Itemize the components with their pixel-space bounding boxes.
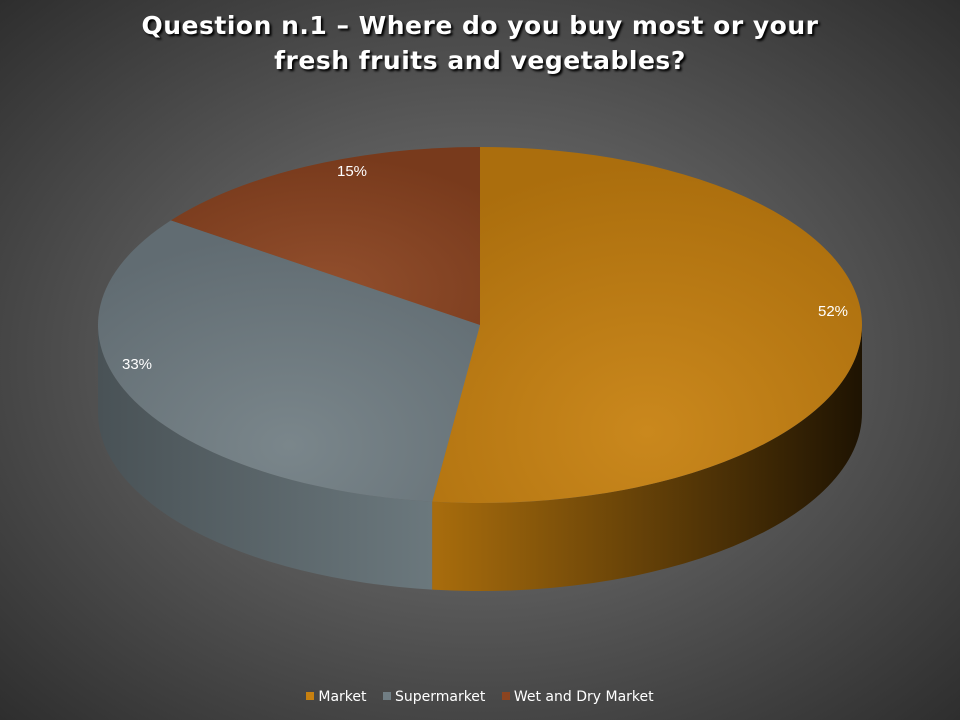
legend: Market Supermarket Wet and Dry Market: [0, 689, 960, 705]
legend-item-market: Market: [306, 689, 367, 705]
pie-slice-supermarket: [97, 220, 481, 502]
legend-label-wet-and-dry-market: Wet and Dry Market: [513, 689, 654, 705]
pie-slice-wet-and-dry-market: [170, 147, 480, 325]
legend-item-wet-and-dry-market: Wet and Dry Market: [501, 689, 654, 705]
legend-swatch-market: [306, 692, 315, 700]
data-label-market: 52%: [818, 303, 848, 320]
legend-label-supermarket: Supermarket: [394, 689, 486, 705]
legend-item-supermarket: Supermarket: [382, 689, 486, 705]
pie-side-supermarket: [97, 325, 433, 590]
chart-title-line-2: fresh fruits and vegetables?: [274, 46, 686, 75]
data-label-supermarket: 33%: [122, 356, 152, 373]
pie-side-market: [432, 325, 862, 591]
chart-title: Question n.1 – Where do you buy most or …: [0, 8, 960, 78]
legend-label-market: Market: [318, 689, 367, 705]
pie-slice-market: [432, 147, 862, 503]
chart-title-line-1: Question n.1 – Where do you buy most or …: [141, 11, 819, 40]
legend-swatch-wet-and-dry-market: [501, 692, 510, 700]
legend-swatch-supermarket: [382, 692, 391, 700]
data-label-wet-and-dry-market: 15%: [337, 163, 367, 180]
